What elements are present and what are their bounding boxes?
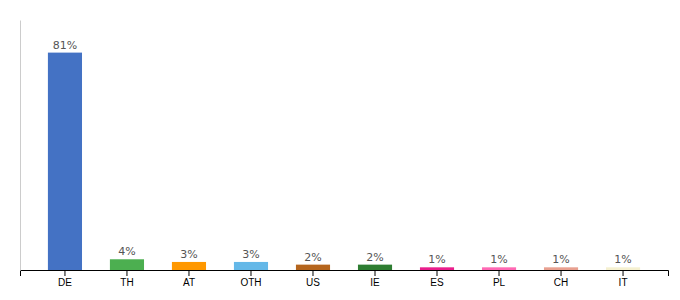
bar xyxy=(110,259,144,270)
x-tick: US xyxy=(306,270,320,288)
data-label: 3% xyxy=(242,248,259,261)
x-tick: ES xyxy=(430,270,444,288)
x-tick-mark xyxy=(64,270,65,276)
x-tick-mark xyxy=(499,270,500,276)
x-tick-mark xyxy=(188,270,189,276)
data-label: 81% xyxy=(53,39,77,52)
data-label: 1% xyxy=(428,253,445,266)
x-tick-mark xyxy=(437,270,438,276)
x-tick: DE xyxy=(58,270,72,288)
x-tick-mark xyxy=(561,270,562,276)
x-tick: PL xyxy=(493,270,506,288)
x-tick-mark xyxy=(375,270,376,276)
data-label: 3% xyxy=(180,248,197,261)
bar xyxy=(48,53,82,270)
bar xyxy=(358,265,392,270)
x-tick-label: IT xyxy=(619,277,628,288)
x-tick: TH xyxy=(120,270,133,288)
x-tick-label: OTH xyxy=(240,277,261,288)
x-tick-mark xyxy=(126,270,127,276)
data-label: 2% xyxy=(366,251,383,264)
x-tick: OTH xyxy=(240,270,261,288)
x-tick-label: CH xyxy=(554,277,568,288)
data-label: 1% xyxy=(490,253,507,266)
x-tick: CH xyxy=(554,270,568,288)
x-tick-label: TH xyxy=(120,277,133,288)
x-tick: IE xyxy=(370,270,380,288)
data-label: 4% xyxy=(118,245,135,258)
bar xyxy=(606,267,640,270)
x-tick-label: AT xyxy=(183,277,195,288)
plot: 81% 4% 3% 3% 2% 2% 1% 1% 1% 1% DE TH AT OTH US IE ES PL CH… xyxy=(21,21,669,289)
x-tick: IT xyxy=(619,270,628,288)
bar xyxy=(420,267,454,270)
y-axis-line xyxy=(20,21,21,271)
bars xyxy=(48,53,640,270)
x-axis-line xyxy=(21,271,669,277)
bar xyxy=(172,262,206,270)
x-axis: DE TH AT OTH US IE ES PL CH IT xyxy=(21,270,669,288)
bar xyxy=(234,262,268,270)
bar xyxy=(296,265,330,270)
x-tick-mark xyxy=(623,270,624,276)
data-label: 1% xyxy=(552,253,569,266)
x-tick-label: DE xyxy=(58,277,72,288)
data-label: 2% xyxy=(304,251,321,264)
x-tick-mark xyxy=(312,270,313,276)
x-tick-label: ES xyxy=(430,277,444,288)
x-tick-mark xyxy=(250,270,251,276)
chart: 81% 4% 3% 3% 2% 2% 1% 1% 1% 1% DE TH AT OTH US IE ES PL CH… xyxy=(0,0,680,300)
bar xyxy=(482,267,516,270)
x-tick-label: US xyxy=(306,277,320,288)
x-tick-label: IE xyxy=(370,277,380,288)
x-tick-label: PL xyxy=(493,277,506,288)
data-label: 1% xyxy=(614,253,631,266)
bar xyxy=(544,267,578,270)
x-tick: AT xyxy=(183,270,195,288)
y-axis xyxy=(20,21,21,271)
data-labels: 81% 4% 3% 3% 2% 2% 1% 1% 1% 1% xyxy=(53,39,632,267)
